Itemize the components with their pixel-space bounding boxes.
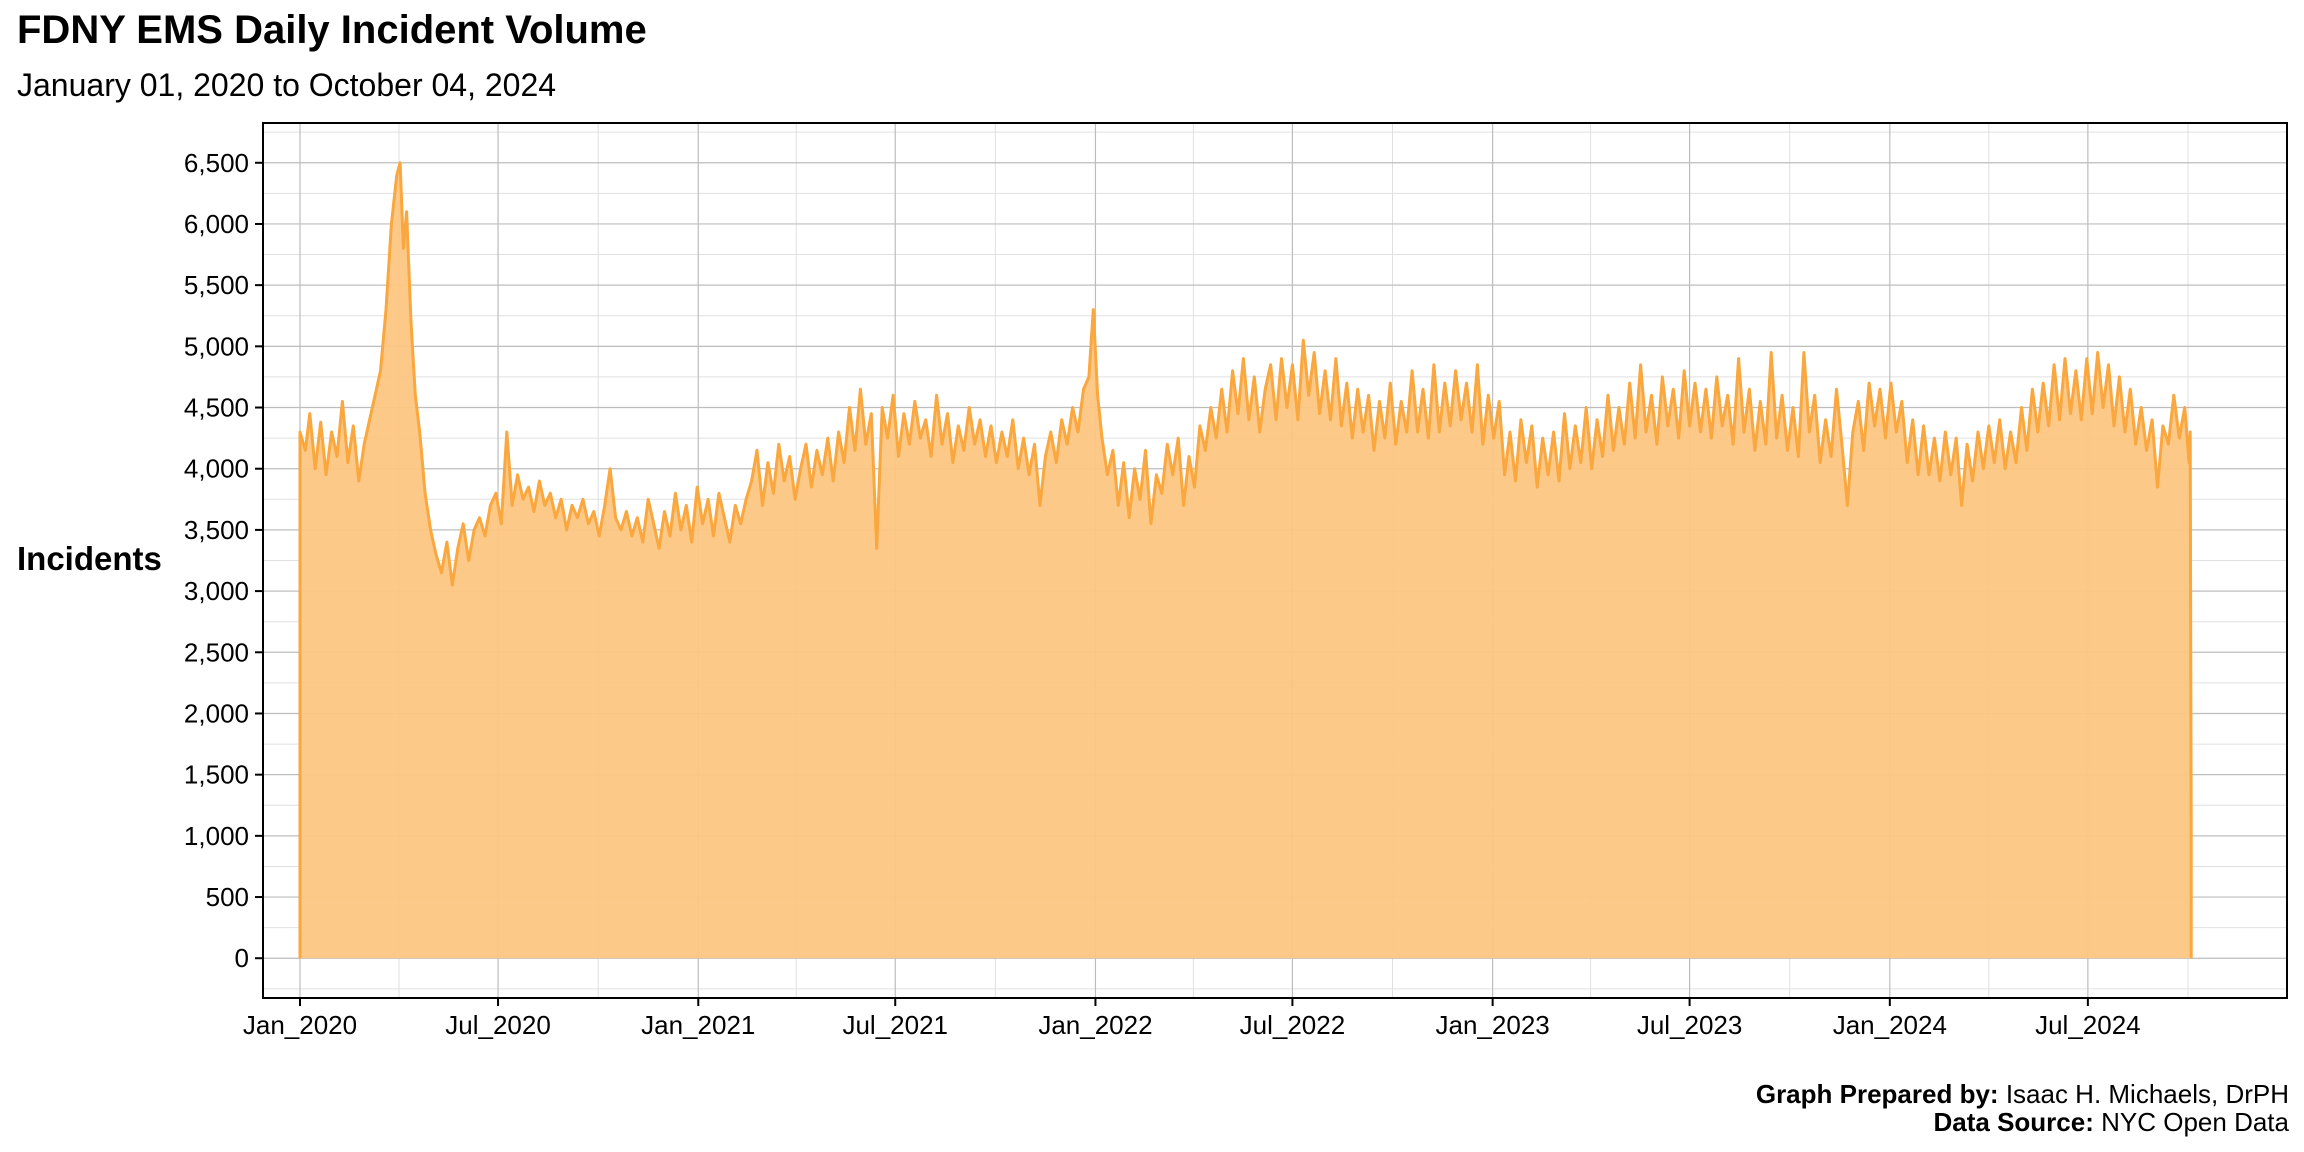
y-tick-label: 5,000 xyxy=(184,331,249,361)
caption-prepared-label: Graph Prepared by: xyxy=(1755,1079,1999,1109)
y-tick-label: 3,000 xyxy=(184,576,249,606)
x-tick-label: Jul_2021 xyxy=(842,1010,948,1040)
x-tick-label: Jan_2022 xyxy=(1038,1010,1152,1040)
y-axis-label: Incidents xyxy=(17,540,162,577)
y-axis: 0 500 1,000 1,500 2,000 2,500 3,000 3,500 4,000 4… xyxy=(184,148,263,973)
caption: Graph Prepared by: Isaac H. Michaels, Dr… xyxy=(1756,1080,2289,1136)
series-line xyxy=(298,161,2193,959)
x-tick-label: Jul_2022 xyxy=(1240,1010,1346,1040)
caption-source-value: NYC Open Data xyxy=(2101,1107,2289,1137)
y-tick-label: 3,500 xyxy=(184,515,249,545)
x-tick-label: Jan_2024 xyxy=(1833,1010,1947,1040)
plot-series xyxy=(298,161,2193,959)
caption-prepared-value: Isaac H. Michaels, DrPH xyxy=(2005,1079,2289,1109)
panel-border xyxy=(262,122,2288,999)
area-fill xyxy=(300,162,2192,959)
x-tick-label: Jul_2023 xyxy=(1637,1010,1743,1040)
x-axis: Jan_2020 Jul_2020 Jan_2021 Jul_2021 Jan_2022… xyxy=(243,998,2141,1040)
x-tick-label: Jan_2020 xyxy=(243,1010,357,1040)
y-tick-label: 6,500 xyxy=(184,148,249,178)
caption-prepared: Graph Prepared by: Isaac H. Michaels, Dr… xyxy=(1756,1080,2289,1108)
caption-source: Data Source: NYC Open Data xyxy=(1756,1107,2290,1137)
y-tick-label: 4,500 xyxy=(184,393,249,423)
y-tick-label: 500 xyxy=(206,882,249,912)
x-tick-label: Jan_2021 xyxy=(641,1010,755,1040)
y-tick-label: 2,500 xyxy=(184,637,249,667)
y-tick-label: 0 xyxy=(235,943,249,973)
y-tick-label: 1,000 xyxy=(184,821,249,851)
y-tick-label: 5,500 xyxy=(184,270,249,300)
chart-title: FDNY EMS Daily Incident Volume xyxy=(17,8,647,52)
y-tick-label: 1,500 xyxy=(184,760,249,790)
y-tick-label: 2,000 xyxy=(184,698,249,728)
x-tick-label: Jan_2023 xyxy=(1436,1010,1550,1040)
y-tick-label: 6,000 xyxy=(184,209,249,239)
x-tick-label: Jul_2020 xyxy=(445,1010,551,1040)
caption-source-label: Data Source: xyxy=(1933,1107,2094,1137)
chart-subtitle: January 01, 2020 to October 04, 2024 xyxy=(17,67,557,103)
y-tick-label: 4,000 xyxy=(184,454,249,484)
x-tick-label: Jul_2024 xyxy=(2035,1010,2141,1040)
